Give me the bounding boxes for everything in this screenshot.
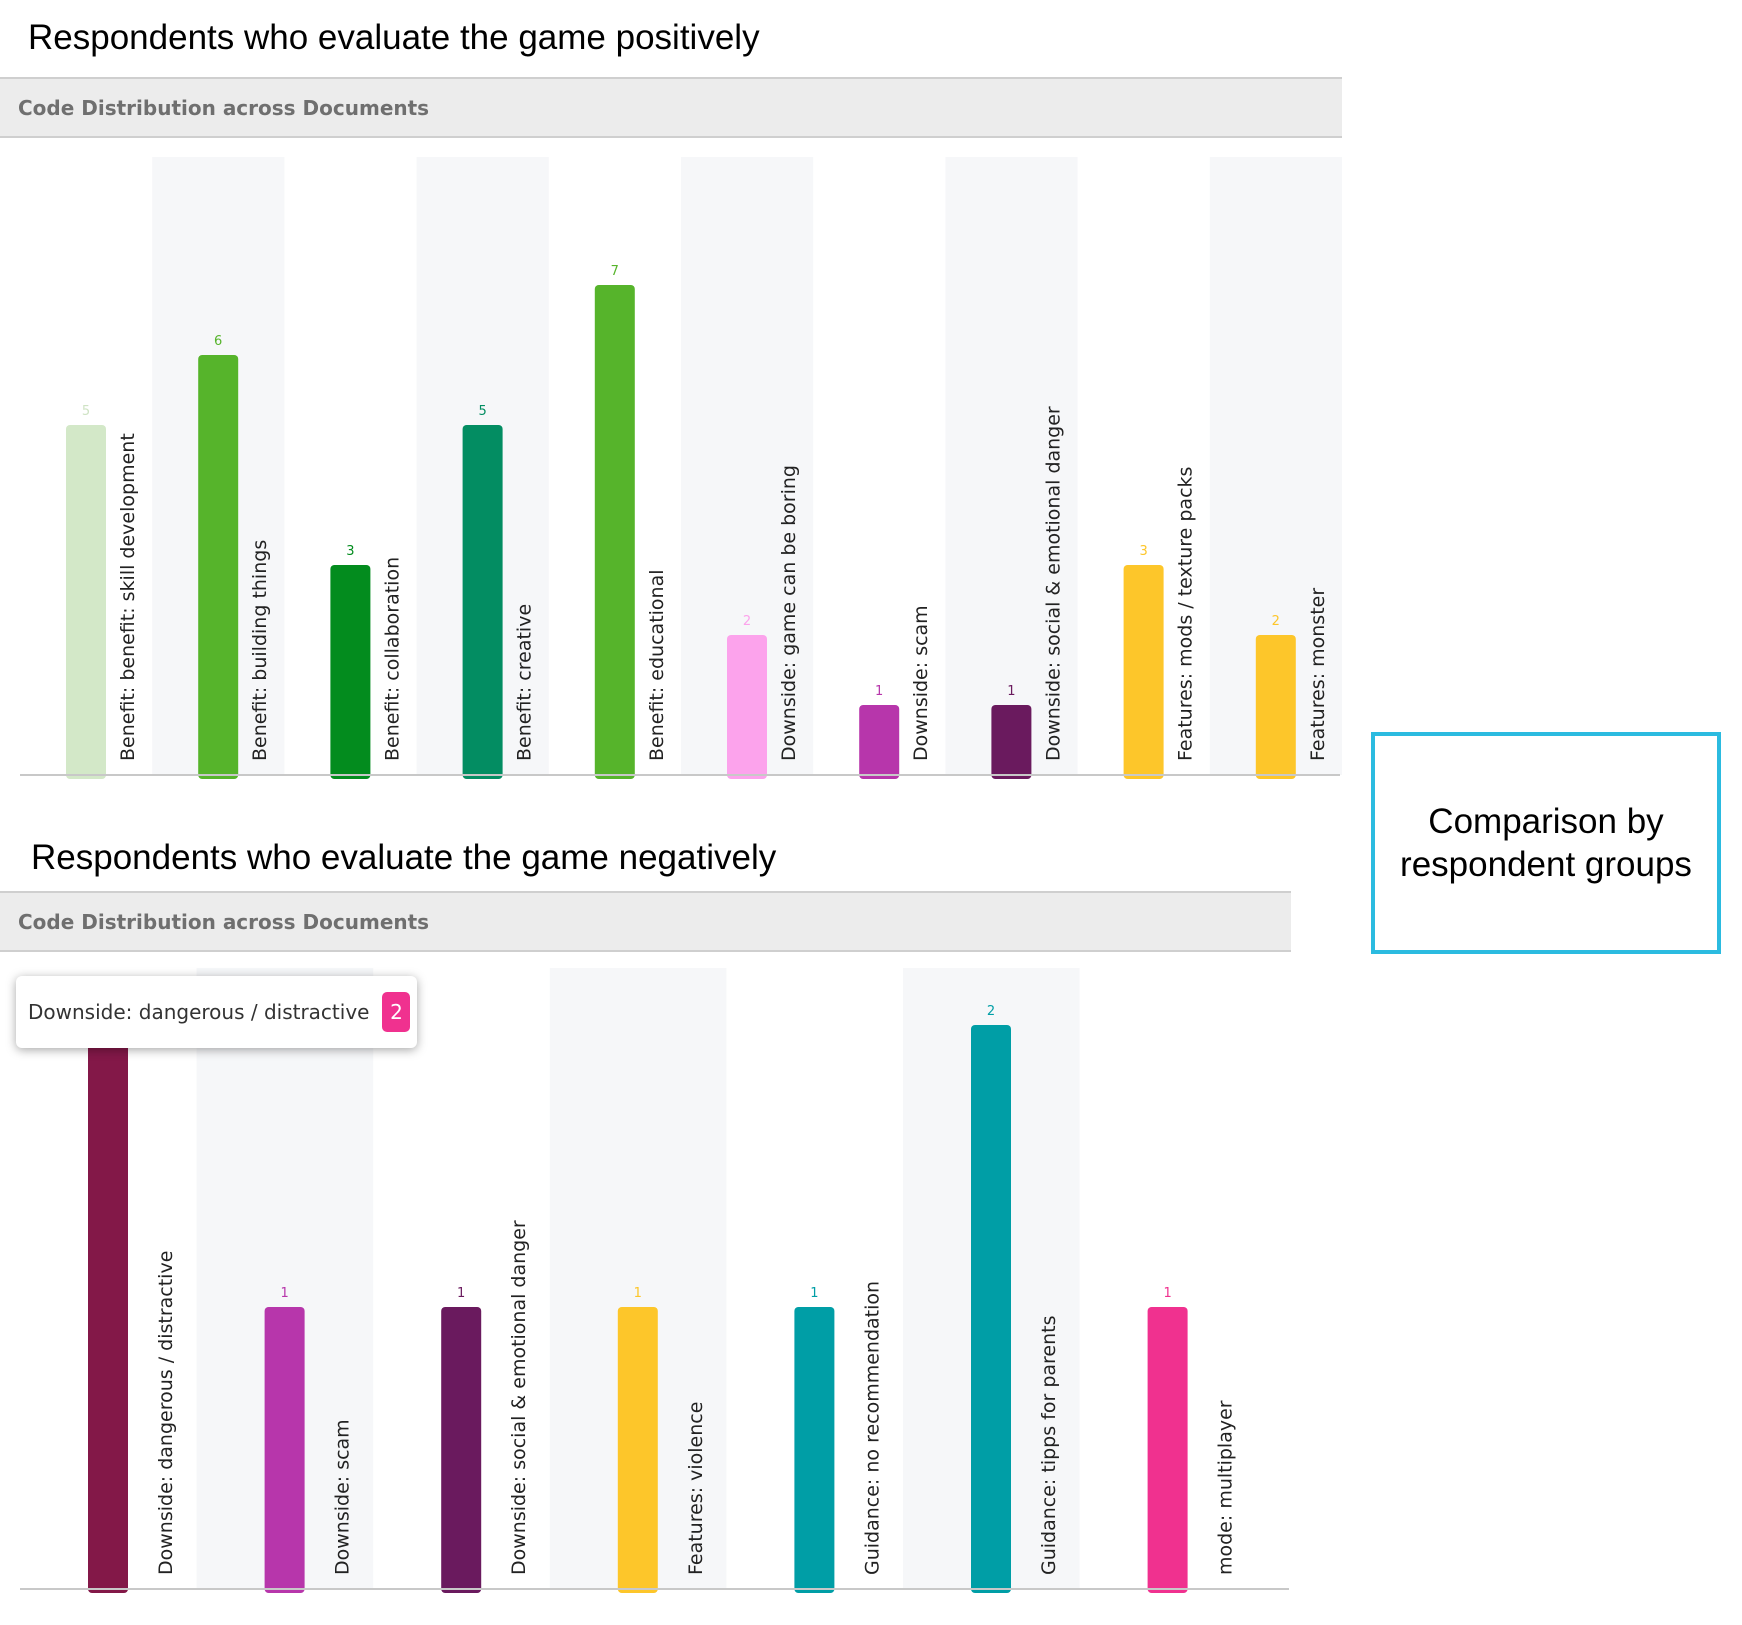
- tooltip-value-badge: 2: [382, 992, 411, 1032]
- comparison-box: Comparison by respondent groups: [1371, 732, 1721, 954]
- negative-panel-header: Code Distribution across Documents: [0, 891, 1291, 952]
- positive-panel-header: Code Distribution across Documents: [0, 77, 1342, 138]
- category-label: Benefit: educational: [646, 569, 668, 761]
- positive-section-title: Respondents who evaluate the game positi…: [28, 18, 760, 57]
- bar[interactable]: [1123, 565, 1164, 779]
- bar-value-label: 1: [810, 1286, 818, 1301]
- bar[interactable]: [794, 1307, 835, 1593]
- bar-value-label: 1: [457, 1286, 465, 1301]
- bar-value-label: 1: [280, 1286, 288, 1301]
- tooltip-label: Downside: dangerous / distractive: [28, 1000, 370, 1024]
- category-label: Features: monster: [1307, 588, 1329, 761]
- bar-value-label: 5: [478, 404, 486, 419]
- bar-value-label: 2: [987, 1004, 995, 1019]
- bar[interactable]: [971, 1025, 1011, 1593]
- category-label: Guidance: no recommendation: [861, 1281, 883, 1575]
- bar[interactable]: [1147, 1307, 1188, 1593]
- positive-bar-chart: 5 Benefit: benefit: skill development 6 Ben…: [20, 157, 1342, 779]
- category-label: Downside: scam: [910, 605, 932, 761]
- category-label: Downside: social & emotional danger: [1042, 406, 1064, 761]
- category-band: [945, 157, 1078, 775]
- bar-value-label: 6: [214, 334, 222, 349]
- bar-value-label: 1: [1007, 684, 1015, 699]
- bar-tooltip: Downside: dangerous / distractive 2: [16, 976, 417, 1048]
- negative-section-title: Respondents who evaluate the game negati…: [31, 838, 777, 877]
- bar-value-label: 2: [743, 614, 751, 629]
- category-label: Benefit: creative: [514, 604, 536, 761]
- bar[interactable]: [727, 635, 767, 779]
- category-label: Downside: scam: [332, 1419, 354, 1575]
- category-label: Features: violence: [685, 1402, 707, 1575]
- bar[interactable]: [991, 705, 1032, 779]
- bar[interactable]: [66, 425, 106, 779]
- category-label: Benefit: benefit: skill development: [117, 433, 139, 761]
- bar-value-label: 1: [1163, 1286, 1171, 1301]
- bar[interactable]: [330, 565, 371, 779]
- bar-value-label: 5: [82, 404, 90, 419]
- bar[interactable]: [1255, 635, 1296, 779]
- bar[interactable]: [198, 355, 239, 779]
- bar[interactable]: [441, 1307, 482, 1593]
- bar-value-label: 1: [875, 684, 883, 699]
- bar[interactable]: [859, 705, 900, 779]
- bar[interactable]: [88, 1025, 128, 1593]
- category-label: Downside: dangerous / distractive: [155, 1251, 177, 1575]
- category-label: Guidance: tipps for parents: [1038, 1316, 1060, 1576]
- bar-value-label: 1: [634, 1286, 642, 1301]
- category-label: mode: multiplayer: [1215, 1400, 1237, 1575]
- category-label: Benefit: building things: [249, 540, 271, 761]
- negative-bar-chart: Downside: dangerous / distractive 1 Downsi…: [20, 1004, 1289, 1593]
- category-label: Features: mods / texture packs: [1175, 467, 1197, 761]
- bar[interactable]: [462, 425, 503, 779]
- category-label: Downside: social & emotional danger: [508, 1220, 530, 1575]
- negative-panel-title: Code Distribution across Documents: [18, 909, 430, 934]
- bar[interactable]: [264, 1307, 305, 1593]
- bar[interactable]: [617, 1307, 658, 1593]
- comparison-box-line2: respondent groups: [1400, 845, 1692, 884]
- comparison-box-line1: Comparison by: [1428, 802, 1664, 841]
- bar-value-label: 2: [1272, 614, 1280, 629]
- category-label: Downside: game can be boring: [778, 465, 800, 761]
- positive-panel-title: Code Distribution across Documents: [18, 95, 430, 120]
- category-label: Benefit: collaboration: [381, 557, 403, 761]
- bar[interactable]: [594, 285, 635, 779]
- bar-value-label: 3: [346, 544, 354, 559]
- bar-value-label: 3: [1139, 544, 1147, 559]
- bar-value-label: 7: [611, 264, 619, 279]
